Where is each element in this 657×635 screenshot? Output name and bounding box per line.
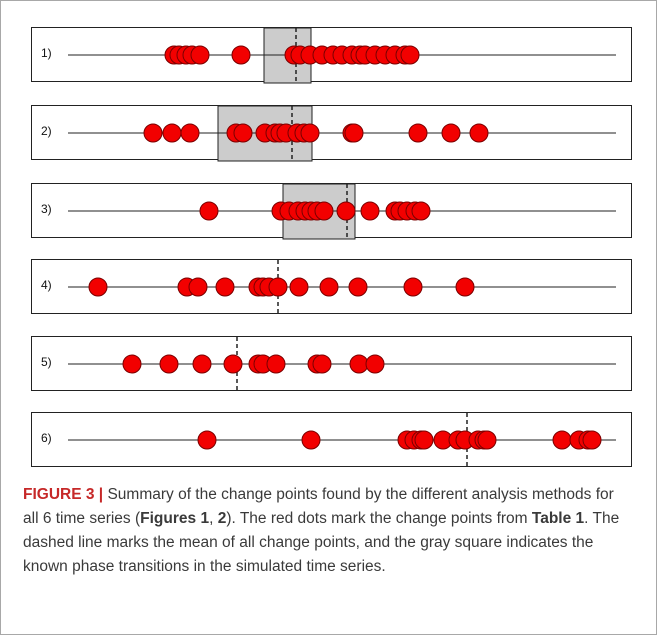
change-point-dot [469,123,489,143]
change-point-dot [582,430,602,450]
caption-text: Summary of the change points found by th… [23,486,614,527]
change-point-dot [349,354,369,374]
change-point-dot [360,201,380,221]
panel-6: 6) [31,412,632,468]
change-point-dot [477,430,497,450]
change-point-dot [159,354,179,374]
change-point-dot [441,123,461,143]
panel-1: 1) [31,27,632,84]
panel-label: 4) [41,278,52,292]
change-point-dot [197,430,217,450]
change-point-dot [215,277,235,297]
change-point-dot [190,45,210,65]
change-point-dot [289,277,309,297]
caption-figure-label: FIGURE 3 | [23,486,104,503]
panel-3: 3) [31,183,632,240]
caption-ref: Table 1 [531,510,585,527]
change-point-dot [414,430,434,450]
caption-text: ). The red dots mark the change points f… [226,510,532,527]
change-point-dot [180,123,200,143]
change-point-dot [411,201,431,221]
change-point-dot [365,354,385,374]
change-point-dot [408,123,428,143]
change-point-dot [266,354,286,374]
figure-caption: FIGURE 3 | Summary of the change points … [23,483,633,579]
panel-label: 3) [41,202,52,216]
change-point-dot [314,201,334,221]
change-point-dot [143,123,163,143]
panel-plot [68,260,616,315]
change-point-dot [319,277,339,297]
change-point-dot [400,45,420,65]
panel-label: 5) [41,355,52,369]
change-point-dot [312,354,332,374]
panel-plot [68,337,616,392]
change-point-dot [223,354,243,374]
change-point-dot [403,277,423,297]
panel-label: 2) [41,124,52,138]
change-point-dot [231,45,251,65]
change-point-dot [552,430,572,450]
caption-text: . The dashed line marks the mean of all … [23,510,620,575]
panel-label: 1) [41,46,52,60]
change-point-dot [192,354,212,374]
change-point-dot [344,123,364,143]
change-point-dot [162,123,182,143]
panel-plot [68,413,616,468]
change-point-dot [301,430,321,450]
change-point-dot [199,201,219,221]
panel-plot [68,27,616,84]
change-point-dot [268,277,288,297]
caption-ref: 2 [217,510,227,527]
panel-2: 2) [31,105,632,162]
change-point-dot [455,277,475,297]
change-point-dot [300,123,320,143]
caption-ref: Figures 1 [140,510,210,527]
panel-4: 4) [31,259,632,315]
change-point-dot [233,123,253,143]
panel-5: 5) [31,336,632,392]
panel-label: 6) [41,431,52,445]
panel-plot [68,105,616,162]
change-point-dot [88,277,108,297]
change-point-dot [122,354,142,374]
panel-plot [68,183,616,240]
change-point-dot [336,201,356,221]
change-point-dot [348,277,368,297]
change-point-dot [188,277,208,297]
caption-text: , [209,510,218,527]
